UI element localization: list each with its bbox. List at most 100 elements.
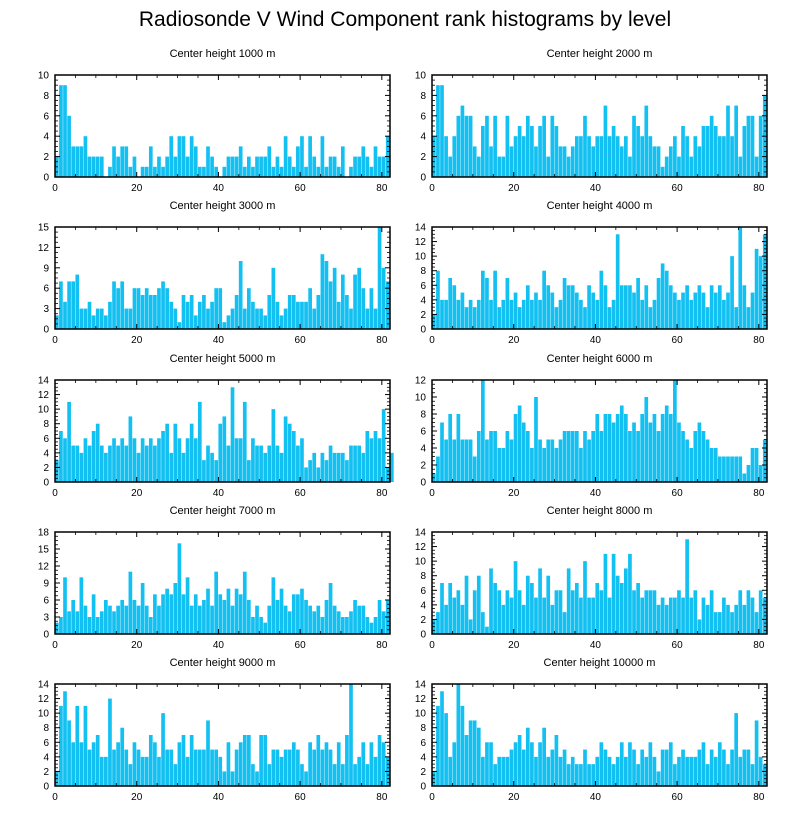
histogram-bar (316, 735, 321, 786)
histogram-bar (128, 416, 133, 482)
histogram-bar (636, 431, 640, 482)
histogram-bar (112, 749, 116, 786)
histogram-bar (509, 146, 514, 177)
histogram-bar (685, 136, 689, 177)
histogram-bar (308, 460, 312, 482)
histogram-bar (67, 401, 71, 482)
histogram-bar (750, 115, 755, 177)
histogram-bar (611, 126, 616, 177)
histogram-bar (144, 605, 149, 634)
histogram-bar (558, 146, 563, 177)
histogram-bar (615, 136, 620, 177)
histogram-bar (242, 401, 247, 482)
histogram-bar (607, 756, 612, 786)
histogram-bar (689, 299, 694, 329)
histogram-bar (517, 126, 522, 177)
histogram-bar (587, 136, 591, 177)
histogram-bar (242, 308, 247, 329)
histogram-bar (308, 605, 312, 634)
histogram-bar (750, 597, 755, 634)
histogram-bar (271, 166, 276, 177)
histogram-bar (353, 764, 357, 786)
histogram-bar (452, 597, 457, 634)
histogram-bar (709, 749, 714, 786)
histogram-bar (361, 452, 366, 482)
histogram-bar (324, 166, 329, 177)
histogram-bar (440, 691, 444, 786)
histogram-bar (238, 594, 243, 634)
histogram-bar (136, 452, 141, 482)
histogram-bar (481, 380, 485, 482)
histogram-bar (440, 299, 444, 329)
histogram-bar (202, 600, 206, 634)
histogram-bar (136, 288, 141, 329)
histogram-bar (656, 146, 661, 177)
y-tick-label: 6 (43, 596, 49, 607)
histogram-bar (550, 115, 555, 177)
histogram-bar (193, 438, 198, 482)
histogram-bar (652, 299, 657, 329)
plot-frame (54, 74, 391, 178)
histogram-bar (717, 285, 722, 329)
x-tick-label: 60 (672, 335, 684, 346)
histogram-bar (664, 749, 669, 786)
histogram-bar (75, 146, 80, 177)
histogram-bar (357, 267, 361, 329)
histogram-bar (136, 605, 141, 634)
histogram-bar (242, 735, 247, 786)
y-tick-label: 0 (420, 782, 426, 793)
histogram-bar (193, 315, 198, 329)
histogram-bar (644, 397, 649, 482)
histogram-bar (546, 439, 551, 482)
histogram-bar (361, 288, 366, 329)
histogram-bar (206, 146, 210, 177)
y-tick-label: 4 (420, 752, 426, 763)
histogram-bar (369, 288, 374, 329)
histogram-bar (583, 431, 587, 482)
histogram-bar (95, 156, 100, 177)
histogram-bar (206, 720, 210, 786)
histogram-bar (324, 742, 329, 786)
y-tick-label: 12 (38, 562, 50, 573)
histogram-bar (754, 448, 759, 482)
histogram-panel-3: Center height 3000 m 0 20 40 60 80 0 3 6 9 12 15 (38, 200, 391, 346)
histogram-bar (615, 575, 620, 634)
histogram-bar (357, 756, 361, 786)
x-tick-label: 80 (753, 488, 765, 499)
histogram-bar (562, 431, 567, 482)
histogram-bar (197, 301, 202, 329)
histogram-bar (108, 301, 112, 329)
histogram-bar (607, 136, 612, 177)
y-tick-label: 10 (415, 709, 427, 720)
histogram-bar (668, 414, 673, 482)
histogram-bar (67, 720, 71, 786)
histogram-bar (59, 281, 63, 329)
y-tick-label: 12 (38, 694, 50, 705)
histogram-bar (132, 438, 137, 482)
histogram-bar (538, 126, 542, 177)
histogram-bar (726, 105, 730, 177)
y-tick-label: 4 (43, 448, 49, 459)
histogram-bar (345, 735, 349, 786)
histogram-bar (440, 85, 444, 177)
histogram-bar (316, 166, 321, 177)
histogram-bar (340, 617, 345, 634)
histogram-bar (242, 166, 247, 177)
histogram-bar (226, 156, 231, 177)
histogram-bar (320, 136, 325, 177)
histogram-bar (668, 597, 673, 634)
histogram-bar (648, 742, 653, 786)
histogram-bar (513, 292, 518, 329)
histogram-bar (202, 166, 206, 177)
x-tick-label: 80 (376, 792, 388, 803)
histogram-bar (664, 405, 669, 482)
x-tick-label: 60 (295, 640, 307, 651)
histogram-bar (345, 617, 349, 634)
histogram-bar (336, 166, 341, 177)
histogram-bar (738, 590, 743, 634)
histogram-bar (693, 431, 698, 482)
histogram-bar (193, 749, 198, 786)
histogram-bar (251, 301, 255, 329)
histogram-bar (153, 445, 157, 482)
histogram-bar (345, 460, 349, 482)
